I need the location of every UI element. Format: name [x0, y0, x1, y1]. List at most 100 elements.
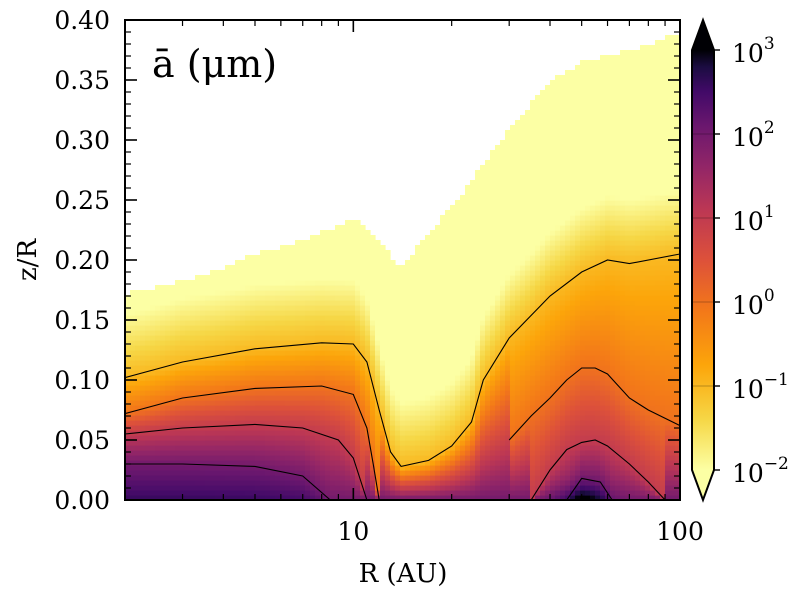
- heatmap-cell: [570, 370, 576, 376]
- heatmap-cell: [565, 440, 571, 446]
- heatmap-cell: [155, 480, 161, 486]
- heatmap-cell: [375, 395, 381, 401]
- heatmap-cell: [145, 430, 151, 436]
- heatmap-cell: [355, 475, 361, 481]
- heatmap-cell: [525, 360, 531, 366]
- heatmap-cell: [255, 465, 261, 471]
- heatmap-cell: [140, 330, 146, 336]
- heatmap-cell: [300, 385, 306, 391]
- heatmap-cell: [370, 495, 376, 500]
- heatmap-cell: [300, 485, 306, 491]
- heatmap-cell: [135, 495, 141, 500]
- heatmap-cell: [565, 130, 571, 136]
- heatmap-cell: [420, 425, 426, 431]
- heatmap-cell: [380, 380, 386, 386]
- heatmap-cell: [190, 460, 196, 466]
- heatmap-cell: [210, 320, 216, 326]
- heatmap-cell: [370, 240, 376, 246]
- heatmap-cell: [235, 395, 241, 401]
- heatmap-cell: [445, 300, 451, 306]
- heatmap-cell: [235, 360, 241, 366]
- heatmap-cell: [510, 155, 516, 161]
- heatmap-cell: [245, 365, 251, 371]
- heatmap-cell: [545, 265, 551, 271]
- heatmap-cell: [360, 375, 366, 381]
- heatmap-cell: [560, 360, 566, 366]
- heatmap-cell: [460, 435, 466, 441]
- heatmap-cell: [185, 290, 191, 296]
- heatmap-cell: [140, 320, 146, 326]
- heatmap-cell: [380, 290, 386, 296]
- heatmap-cell: [375, 445, 381, 451]
- heatmap-cell: [265, 485, 271, 491]
- heatmap-cell: [555, 330, 561, 336]
- heatmap-cell: [480, 400, 486, 406]
- heatmap-cell: [395, 430, 401, 436]
- heatmap-cell: [170, 405, 176, 411]
- heatmap-cell: [390, 320, 396, 326]
- heatmap-cell: [165, 300, 171, 306]
- heatmap-cell: [530, 195, 536, 201]
- heatmap-cell: [500, 380, 506, 386]
- heatmap-cell: [190, 435, 196, 441]
- heatmap-cell: [160, 295, 166, 301]
- heatmap-cell: [225, 325, 231, 331]
- heatmap-cell: [290, 410, 296, 416]
- heatmap-cell: [355, 360, 361, 366]
- heatmap-cell: [320, 355, 326, 361]
- heatmap-cell: [125, 330, 131, 336]
- heatmap-cell: [495, 170, 501, 176]
- heatmap-cell: [290, 455, 296, 461]
- heatmap-cell: [305, 410, 311, 416]
- heatmap-cell: [355, 425, 361, 431]
- heatmap-cell: [495, 240, 501, 246]
- heatmap-cell: [250, 465, 256, 471]
- heatmap-cell: [495, 255, 501, 261]
- heatmap-cell: [520, 240, 526, 246]
- heatmap-cell: [345, 365, 351, 371]
- heatmap-cell: [275, 480, 281, 486]
- heatmap-cell: [190, 300, 196, 306]
- heatmap-cell: [415, 280, 421, 286]
- heatmap-cell: [555, 365, 561, 371]
- heatmap-cell: [535, 265, 541, 271]
- heatmap-cell: [290, 390, 296, 396]
- heatmap-cell: [165, 350, 171, 356]
- heatmap-cell: [445, 275, 451, 281]
- heatmap-cell: [225, 265, 231, 271]
- heatmap-cell: [170, 455, 176, 461]
- heatmap-cell: [520, 255, 526, 261]
- heatmap-cell: [265, 330, 271, 336]
- heatmap-cell: [265, 255, 271, 261]
- heatmap-cell: [370, 390, 376, 396]
- heatmap-cell: [355, 480, 361, 486]
- heatmap-cell: [215, 440, 221, 446]
- heatmap-cell: [280, 290, 286, 296]
- heatmap-cell: [555, 260, 561, 266]
- heatmap-cell: [455, 275, 461, 281]
- heatmap-cell: [215, 290, 221, 296]
- heatmap-cell: [260, 290, 266, 296]
- heatmap-cell: [495, 185, 501, 191]
- heatmap-cell: [200, 360, 206, 366]
- heatmap-cell: [165, 385, 171, 391]
- heatmap-cell: [400, 350, 406, 356]
- heatmap-cell: [245, 485, 251, 491]
- heatmap-cell: [285, 430, 291, 436]
- heatmap-cell: [490, 265, 496, 271]
- heatmap-cell: [275, 300, 281, 306]
- heatmap-cell: [325, 405, 331, 411]
- heatmap-cell: [365, 455, 371, 461]
- heatmap-cell: [475, 180, 481, 186]
- heatmap-cell: [210, 430, 216, 436]
- heatmap-cell: [245, 325, 251, 331]
- heatmap-cell: [325, 450, 331, 456]
- heatmap-cell: [300, 240, 306, 246]
- heatmap-cell: [200, 455, 206, 461]
- heatmap-cell: [490, 460, 496, 466]
- heatmap-cell: [435, 295, 441, 301]
- heatmap-cell: [560, 155, 566, 161]
- heatmap-cell: [350, 275, 356, 281]
- heatmap-cell: [480, 225, 486, 231]
